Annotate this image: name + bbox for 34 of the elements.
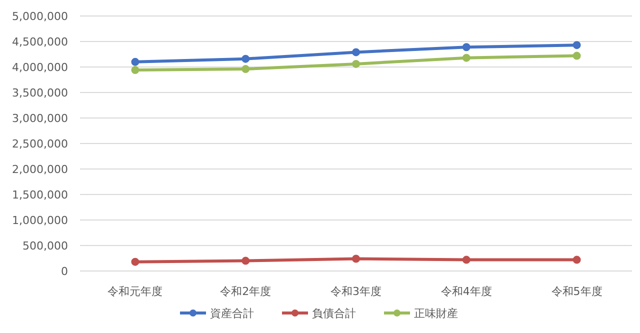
x-tick-label: 令和3年度 <box>330 285 382 298</box>
point <box>242 256 250 265</box>
y-tick-label: 4,500,000 <box>12 36 68 48</box>
y-tick-label: 3,500,000 <box>12 86 68 100</box>
point <box>352 60 360 68</box>
y-tick-label: 4,000,000 <box>12 61 68 74</box>
point <box>352 48 360 56</box>
point <box>131 66 140 74</box>
point <box>462 54 470 62</box>
point <box>462 256 470 264</box>
point <box>242 54 250 63</box>
point <box>131 258 140 266</box>
point <box>462 43 470 52</box>
x-tick-label: 令和5年度 <box>551 285 602 298</box>
y-tick-label: 1,500,000 <box>12 188 68 202</box>
point <box>572 256 581 264</box>
x-tick-label: 令和2年度 <box>220 285 272 298</box>
y-tick-label: 1,000,000 <box>12 214 68 227</box>
y-tick-label: 5,000,000 <box>12 10 68 23</box>
point <box>572 52 581 60</box>
y-tick-label: 3,000,000 <box>12 112 68 125</box>
legend-label: 負債合計 <box>312 307 356 320</box>
y-tick-label: 500,000 <box>22 240 68 252</box>
point <box>352 254 360 263</box>
y-tick-label: 0 <box>61 265 68 278</box>
y-tick-label: 2,000,000 <box>12 163 68 176</box>
point <box>242 65 250 74</box>
point <box>572 41 581 50</box>
y-tick-label: 2,500,000 <box>12 138 68 150</box>
x-tick-label: 令和4年度 <box>440 285 492 298</box>
legend-label: 資産合計 <box>210 307 254 320</box>
legend-label: 正味財産 <box>414 307 458 320</box>
x-tick-label: 令和元年度 <box>108 285 163 298</box>
point <box>131 58 140 66</box>
